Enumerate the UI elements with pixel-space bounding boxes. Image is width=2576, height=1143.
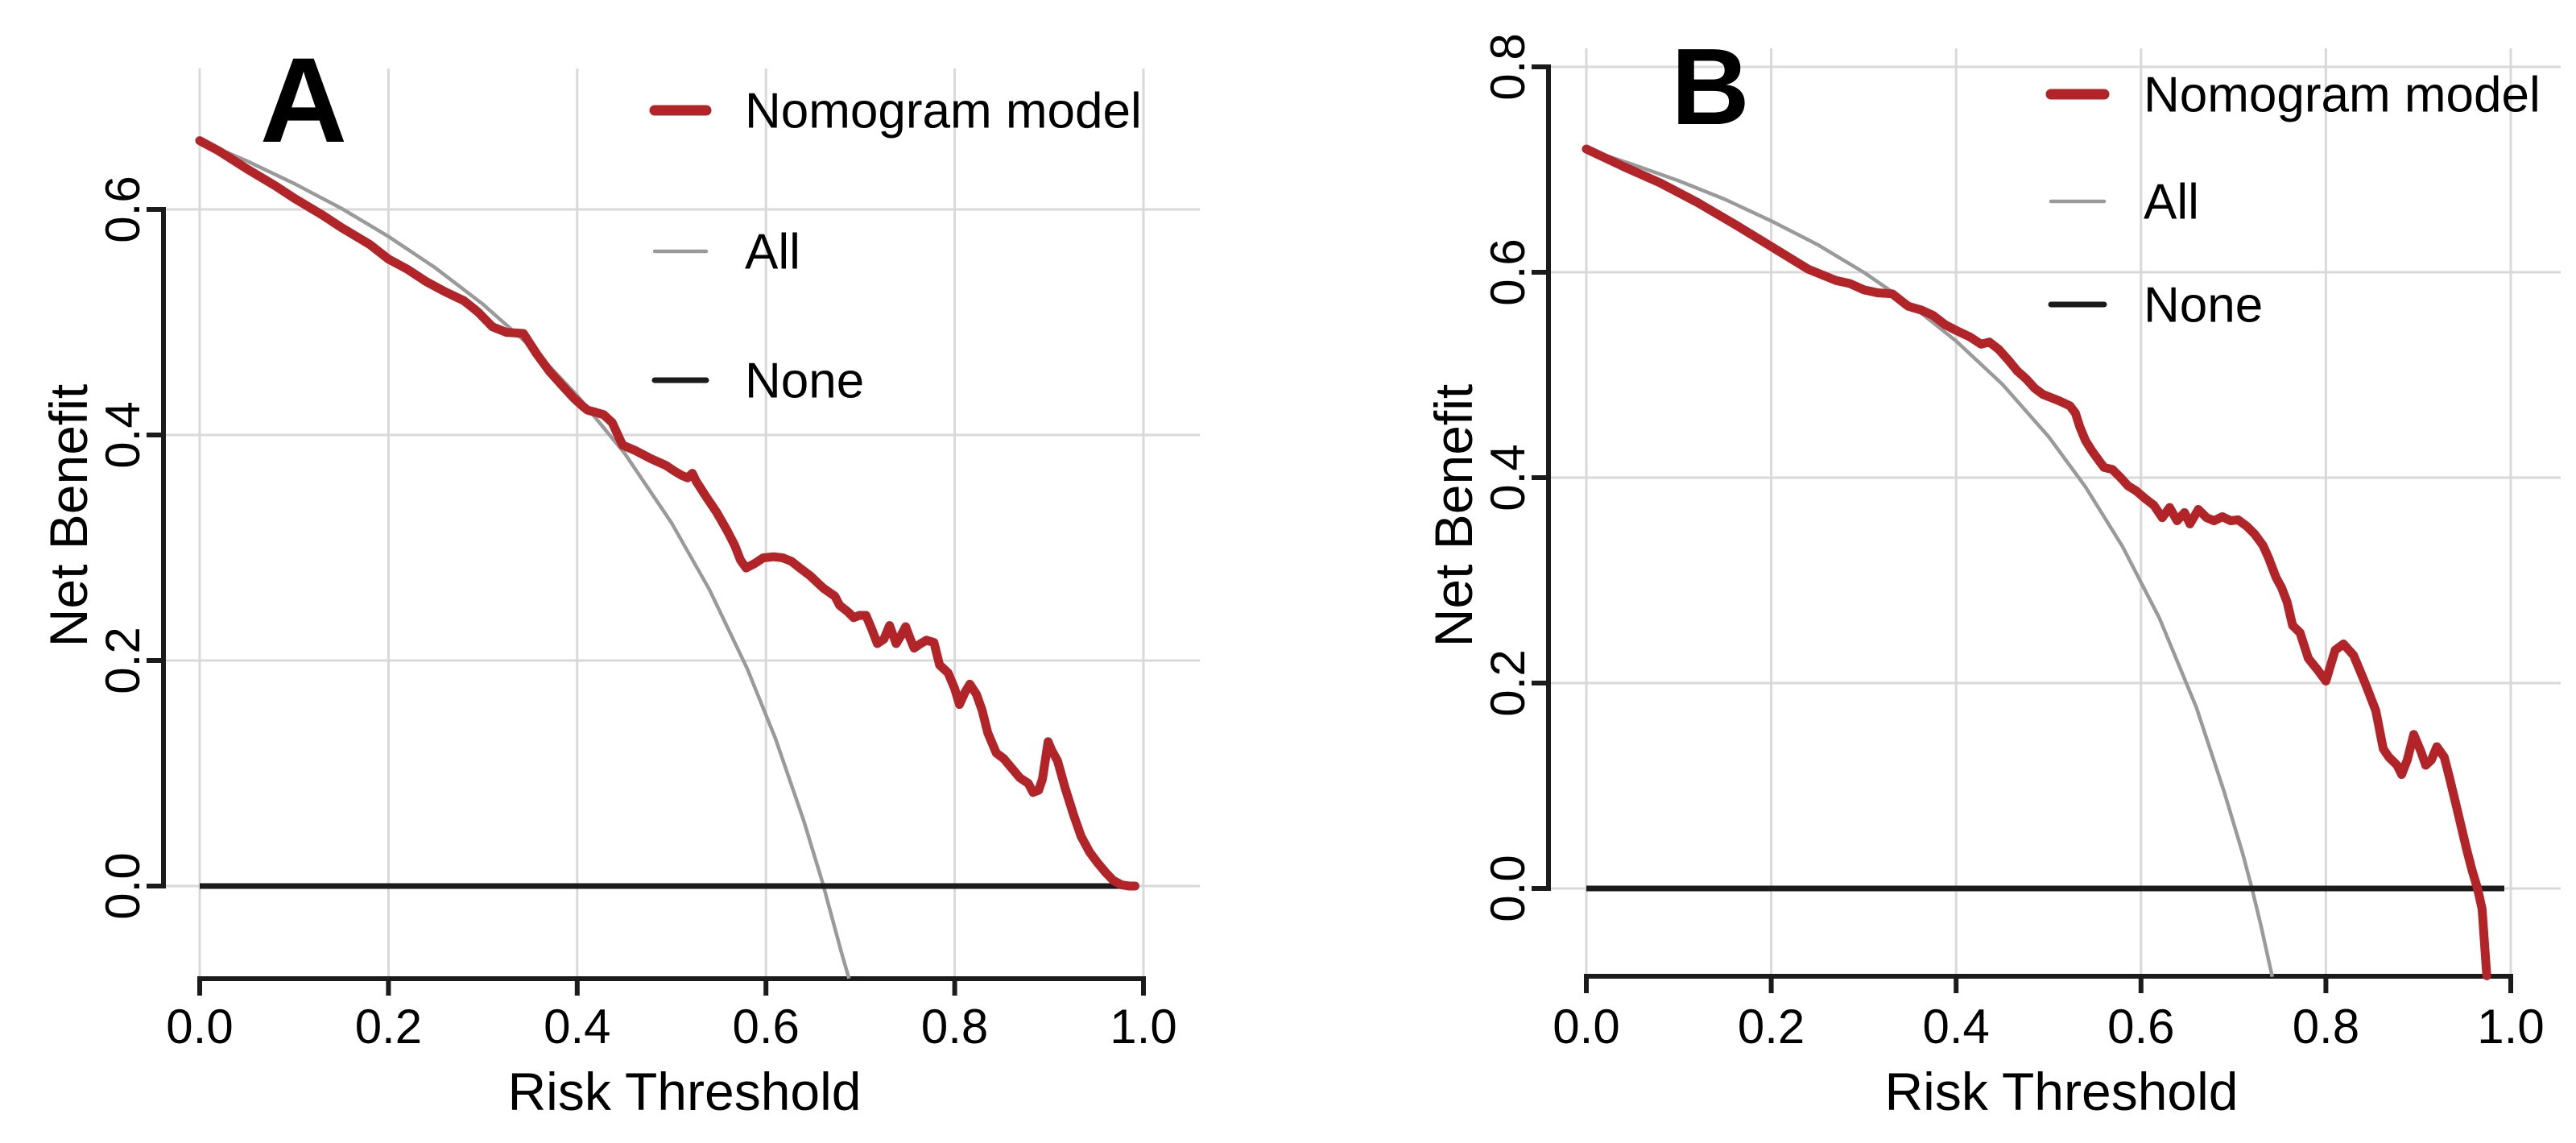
x-tick-label: 1.0 <box>2477 1000 2544 1054</box>
panel-letter-b: B <box>1671 26 1750 147</box>
x-tick-label: 0.6 <box>732 1000 799 1054</box>
legend-label-nomogram: Nomogram model <box>745 84 1142 139</box>
x-tick-label: 0.2 <box>1738 1000 1805 1054</box>
y-tick-label: 0.8 <box>1481 33 1535 100</box>
x-tick-label: 0.6 <box>2107 1000 2174 1054</box>
x-tick-label: 0.2 <box>355 1000 422 1054</box>
x-tick-label: 0.8 <box>921 1000 988 1054</box>
x-axis-label: Risk Threshold <box>1885 1062 2239 1121</box>
legend-item-all: All <box>2049 175 2199 230</box>
y-tick-label: 0.6 <box>1481 238 1535 305</box>
axes <box>147 207 1146 996</box>
panel-letter-a: A <box>260 32 347 168</box>
axes <box>1532 64 2513 993</box>
x-axis-label: Risk Threshold <box>508 1062 862 1121</box>
legend-item-none: None <box>651 354 864 409</box>
legend-item-none: None <box>2048 278 2263 333</box>
legend-label-all: All <box>2144 175 2199 230</box>
nomogram-curve <box>195 136 1139 891</box>
legend-item-nomogram: Nomogram model <box>649 84 1142 139</box>
all-curve <box>1586 147 2274 978</box>
legend-label-none: None <box>2144 278 2263 333</box>
x-tick-label: 1.0 <box>1110 1000 1176 1054</box>
panel-b: 0.0 0.2 0.4 0.6 0.8 1.0 0.0 0.2 0.4 0.6 0.8 Risk Th… <box>1424 26 2561 1121</box>
y-tick-label: 0.4 <box>1481 444 1535 511</box>
legend-label-none: None <box>745 354 864 409</box>
legend-item-nomogram: Nomogram model <box>2045 68 2541 123</box>
nomogram-curve <box>1582 144 2491 980</box>
y-tick-label: 0.0 <box>1481 855 1535 921</box>
grid <box>1548 48 2561 976</box>
y-tick-label: 0.4 <box>96 401 150 468</box>
grid <box>163 68 1200 979</box>
x-tick-label: 0.0 <box>166 1000 233 1054</box>
y-tick-label: 0.0 <box>96 852 150 919</box>
legend-label-all: All <box>745 225 800 280</box>
x-tick-label: 0.4 <box>544 1000 610 1054</box>
legend-label-nomogram: Nomogram model <box>2144 68 2541 123</box>
x-tick-label: 0.0 <box>1553 1000 1619 1054</box>
x-tick-label: 0.8 <box>2293 1000 2359 1054</box>
legend-item-all: All <box>652 225 800 280</box>
legend: Nomogram model All None <box>2045 68 2541 333</box>
y-tick-label: 0.2 <box>96 627 150 694</box>
legend: Nomogram model All None <box>649 84 1142 409</box>
y-tick-label: 0.6 <box>96 176 150 242</box>
y-axis-label: Net Benefit <box>39 384 98 648</box>
y-tick-label: 0.2 <box>1481 649 1535 716</box>
y-axis-label: Net Benefit <box>1424 384 1483 648</box>
all-curve <box>199 139 851 979</box>
panel-a: 0.0 0.2 0.4 0.6 0.8 1.0 0.0 0.2 0.4 0.6 Risk Thres… <box>39 32 1200 1121</box>
x-tick-label: 0.4 <box>1922 1000 1989 1054</box>
